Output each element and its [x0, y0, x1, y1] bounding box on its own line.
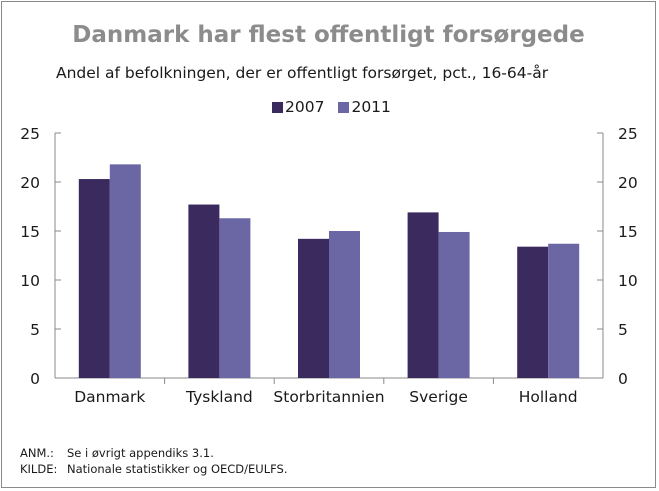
bar-2007-tyskland — [188, 204, 220, 378]
x-tick-label-holland: Holland — [519, 388, 578, 406]
bar-2011-sverige — [438, 231, 470, 378]
y-tick-label-left-10: 10 — [20, 272, 40, 290]
bar-2011-danmark — [109, 164, 141, 378]
x-tick-label-sverige: Sverige — [409, 388, 468, 406]
legend-swatch-2007 — [272, 101, 283, 113]
legend-label-2011: 2011 — [351, 98, 391, 116]
x-tick-label-tyskland: Tyskland — [185, 388, 253, 406]
note-kilde-text: Nationale statistikker og OECD/EULFS. — [67, 462, 288, 476]
note-kilde-key: KILDE: — [20, 462, 58, 476]
y-tick-label-right-5: 5 — [618, 321, 628, 339]
bar-2007-sverige — [407, 212, 439, 378]
legend-item-2007: 2007 — [272, 98, 324, 116]
note-kilde: KILDE: Nationale statistikker og OECD/EU… — [20, 461, 288, 477]
bar-2011-holland — [548, 243, 580, 378]
y-tick-label-left-25: 25 — [20, 125, 40, 143]
bar-2007-storbritannien — [298, 238, 329, 378]
y-tick-label-left-20: 20 — [20, 174, 40, 192]
legend: 2007 2011 — [272, 97, 405, 117]
note-anm-key: ANM.: — [20, 446, 54, 460]
x-tick-label-danmark: Danmark — [74, 388, 145, 406]
legend-label-2007: 2007 — [285, 98, 325, 116]
y-tick-label-left-15: 15 — [20, 223, 40, 241]
bar-2011-storbritannien — [329, 231, 360, 378]
bar-2007-danmark — [78, 179, 110, 378]
chart-subtitle: Andel af befolkningen, der er offentligt… — [56, 64, 549, 82]
legend-swatch-2011 — [338, 101, 350, 113]
y-tick-label-right-20: 20 — [618, 174, 638, 192]
y-tick-label-right-15: 15 — [618, 223, 638, 241]
y-tick-label-right-25: 25 — [618, 125, 638, 143]
x-tick-label-storbritannien: Storbritannien — [273, 388, 384, 406]
bar-2011-tyskland — [219, 218, 251, 378]
y-tick-label-left-5: 5 — [30, 321, 40, 339]
note-anm-text: Se i øvrigt appendiks 3.1. — [67, 446, 214, 460]
bar-2007-holland — [517, 246, 549, 378]
y-tick-label-right-0: 0 — [618, 370, 628, 388]
legend-item-2011: 2011 — [338, 98, 391, 116]
note-anm: ANM.: Se i øvrigt appendiks 3.1. — [20, 445, 288, 461]
chart-title: Danmark har flest offentligt forsørgede — [72, 22, 585, 48]
footnotes: ANM.: Se i øvrigt appendiks 3.1. KILDE: … — [20, 445, 288, 477]
y-tick-label-left-0: 0 — [30, 370, 40, 388]
y-tick-label-right-10: 10 — [618, 272, 638, 290]
